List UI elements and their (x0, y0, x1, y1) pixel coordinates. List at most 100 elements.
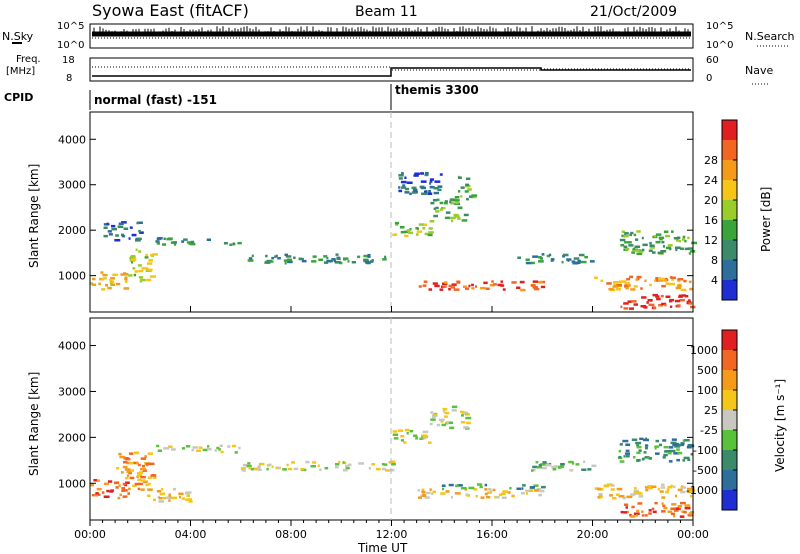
velocity-echo-cell (425, 491, 431, 495)
velocity-echo-cell (662, 439, 667, 442)
velocity-echo-cell (673, 452, 680, 455)
power-echo-cell (318, 258, 324, 261)
velocity-echo-cell (219, 444, 223, 447)
velocity-echo-cell (521, 492, 525, 495)
velocity-echo-cell (651, 507, 655, 511)
velocity-echo-cell (431, 492, 434, 495)
power-echo-cell (511, 281, 517, 284)
velocity-echo-cell (560, 463, 565, 466)
velocity-echo-cell (137, 478, 142, 482)
power-echo-cell (688, 280, 692, 284)
velocity-echo-cell (479, 485, 483, 489)
velocity-echo-cell (430, 418, 436, 421)
power-echo-cell (424, 191, 427, 194)
power-echo-cell (679, 298, 685, 302)
power-echo-cell (669, 247, 672, 251)
power-echo-cell (138, 276, 144, 279)
velocity-echo-cell (94, 493, 99, 497)
power-echo-cell (326, 260, 332, 263)
power-echo-cell (424, 232, 429, 236)
velocity-echo-cell (137, 487, 141, 491)
velocity-echo-cell (419, 437, 424, 440)
power-echo-cell (675, 286, 681, 290)
velocity-echo-cell (460, 421, 466, 424)
velocity-echo-cell (216, 446, 220, 450)
power-echo-cell (637, 277, 640, 281)
velocity-colorbar-tick-label: -1000 (686, 484, 718, 497)
velocity-echo-cell (684, 439, 690, 442)
power-echo-cell (649, 244, 655, 247)
velocity-colorbar-tick-label: 1000 (690, 344, 718, 357)
power-echo-cell (455, 201, 459, 205)
power-echo-cell (573, 257, 580, 260)
power-colorbar: 4 8 12 16 20 24 28 (704, 119, 738, 301)
velocity-echo-cell (126, 474, 130, 477)
xtick-label: 12:00 (376, 528, 408, 541)
velocity-echo-cell (624, 452, 630, 455)
velocity-echo-cell (468, 486, 475, 490)
power-echo-cell (519, 280, 525, 284)
power-echo-cell (422, 227, 426, 230)
power-echo-cell (183, 238, 188, 241)
power-echo-cell (608, 287, 614, 291)
power-echo-cell (462, 285, 467, 288)
power-echo-cell (417, 227, 419, 230)
power-echo-cell (420, 172, 424, 175)
power-echo-cell (451, 283, 457, 286)
velocity-echo-cell (271, 465, 274, 468)
power-echo-cell (642, 243, 648, 247)
power-echo-cell (411, 191, 417, 194)
power-echo-cell (461, 219, 468, 222)
power-echo-cell (133, 273, 137, 277)
velocity-echo-cell (138, 482, 143, 486)
power-echo-cell (631, 251, 636, 254)
power-echo-cell (626, 277, 631, 281)
power-echo-cell (138, 250, 142, 253)
velocity-colorbar-swatch (722, 330, 737, 350)
power-echo-cell (655, 279, 659, 282)
power-echo-cell (620, 305, 623, 309)
velocity-colorbar-label: Velocity [m s⁻¹] (773, 379, 787, 472)
power-echo-cell (561, 260, 564, 264)
velocity-echo-cell (188, 500, 193, 503)
power-echo-cell (655, 277, 659, 280)
power-echo-cell (664, 303, 667, 307)
power-echo-cell (395, 223, 398, 226)
velocity-colorbar-swatch (722, 350, 737, 370)
velocity-echo-cell (448, 421, 454, 425)
velocity-echo-cell (144, 455, 148, 458)
velocity-echo-cell (443, 408, 448, 411)
velocity-echo-cell (157, 449, 163, 452)
power-echo-cell (129, 226, 133, 229)
velocity-echo-cell (516, 487, 521, 490)
velocity-ytick-label: 1000 (58, 477, 86, 490)
velocity-echo-cell (625, 449, 630, 453)
power-echo-cell (636, 230, 641, 233)
velocity-echo-cell (123, 460, 128, 464)
power-echo-cell (137, 221, 143, 224)
velocity-echo-cell (680, 442, 685, 445)
power-echo-cell (491, 280, 494, 283)
velocity-echo-cell (277, 466, 281, 469)
power-echo-cell (444, 200, 448, 203)
power-echo-cell (689, 287, 694, 291)
power-echo-cell (460, 195, 463, 198)
velocity-echo-cell (390, 460, 396, 463)
velocity-echo-cell (388, 468, 395, 472)
velocity-echo-cell (462, 411, 467, 414)
power-echo-cell (630, 288, 636, 291)
velocity-echo-cell (679, 444, 682, 447)
power-echo-cell (664, 279, 667, 282)
power-echo-cell (665, 295, 671, 298)
power-echo-cell (641, 236, 644, 240)
velocity-echo-cell (623, 511, 628, 514)
power-echo-cell (684, 239, 687, 243)
velocity-echo-cell (171, 496, 178, 500)
power-echo-cell (443, 206, 446, 210)
velocity-echo-cell (246, 464, 252, 468)
power-echo-cell (347, 260, 350, 263)
velocity-colorbar-swatch (722, 410, 737, 430)
velocity-echo-cell (160, 496, 166, 500)
power-echo-cell (401, 186, 407, 189)
